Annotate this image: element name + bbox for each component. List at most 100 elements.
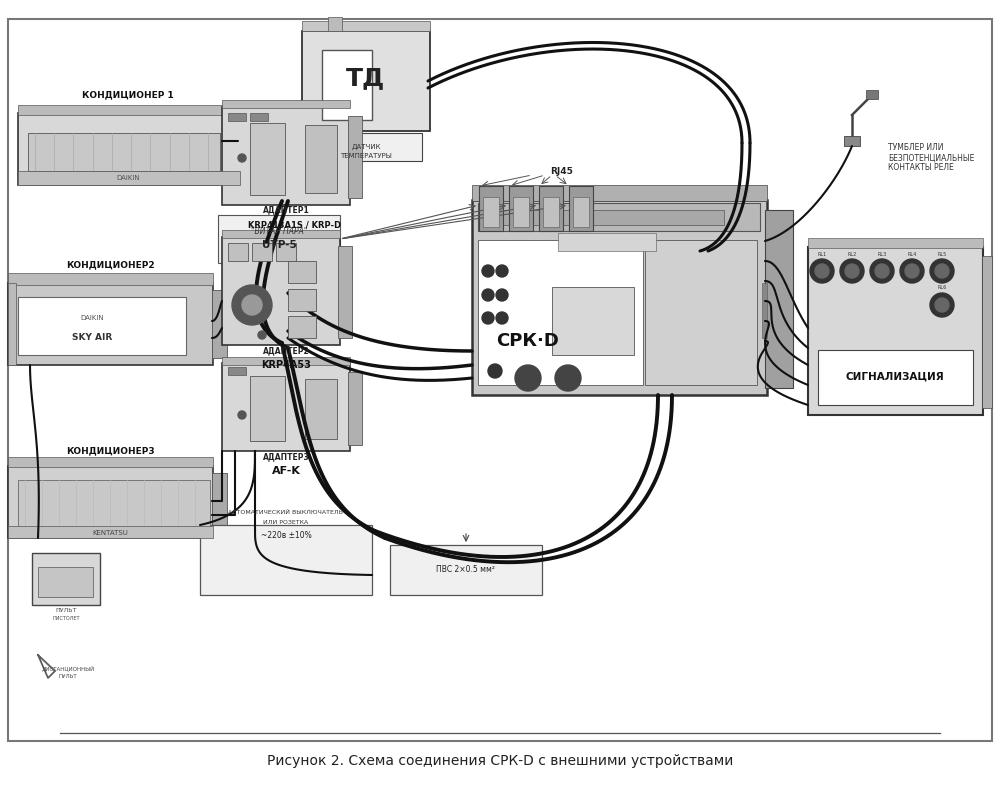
Circle shape (900, 259, 924, 283)
Bar (479, 186, 503, 231)
Text: ДИСТАНЦИОННЫЙ: ДИСТАНЦИОННЫЙ (41, 665, 95, 671)
Bar (818, 350, 973, 405)
Bar (8, 283, 16, 365)
Bar (645, 240, 757, 385)
Bar (250, 376, 285, 441)
Bar (478, 240, 643, 385)
Text: SKY AIR: SKY AIR (72, 334, 112, 343)
Bar (218, 215, 340, 263)
Bar (222, 237, 340, 345)
Text: СИГНАЛИЗАЦИЯ: СИГНАЛИЗАЦИЯ (846, 372, 944, 382)
Text: КОНДИЦИОНЕР3: КОНДИЦИОНЕР3 (66, 446, 154, 455)
Text: АДАПТЕР1: АДАПТЕР1 (263, 205, 309, 214)
Text: АВТОМАТИЧЕСКИЙ ВЫКЛЮЧАТЕЛЬ: АВТОМАТИЧЕСКИЙ ВЫКЛЮЧАТЕЛЬ (228, 511, 344, 515)
Circle shape (840, 259, 864, 283)
Text: ~220в ±10%: ~220в ±10% (261, 531, 311, 539)
Bar (32, 553, 100, 605)
Text: DAIKIN: DAIKIN (116, 175, 140, 181)
Bar (478, 203, 760, 231)
Text: АДАПТЕР2: АДАПТЕР2 (263, 347, 309, 355)
Bar (276, 243, 296, 261)
Bar (765, 210, 793, 388)
Text: СРК·D: СРК·D (497, 332, 559, 350)
Bar (228, 113, 246, 121)
Bar (18, 171, 240, 185)
Circle shape (810, 259, 834, 283)
Text: RL6: RL6 (937, 285, 947, 290)
Text: ТД: ТД (346, 66, 386, 90)
Bar (310, 133, 422, 161)
Bar (552, 287, 634, 355)
Circle shape (242, 295, 262, 315)
Bar (808, 238, 983, 248)
Bar (8, 466, 213, 538)
Bar (338, 246, 352, 338)
Circle shape (238, 411, 246, 419)
Bar (762, 283, 767, 338)
Text: КОНДИЦИОНЕР 1: КОНДИЦИОНЕР 1 (82, 90, 174, 99)
Circle shape (232, 285, 272, 325)
Bar (302, 31, 430, 131)
Bar (18, 480, 210, 528)
Circle shape (935, 298, 949, 312)
Circle shape (845, 264, 859, 278)
Bar (558, 233, 656, 251)
Circle shape (905, 264, 919, 278)
Bar (28, 133, 220, 171)
Text: DAIKIN: DAIKIN (80, 315, 104, 321)
Bar (222, 107, 350, 205)
Bar (288, 261, 316, 283)
Text: RL1: RL1 (817, 252, 827, 258)
Text: ДАТЧИК: ДАТЧИК (351, 144, 381, 150)
Text: ИЛИ РОЗЕТКА: ИЛИ РОЗЕТКА (263, 520, 309, 526)
Bar (200, 525, 372, 595)
Bar (982, 256, 992, 408)
Bar (302, 21, 430, 31)
Bar (222, 230, 340, 238)
Bar (328, 17, 342, 31)
Bar (18, 113, 240, 185)
Bar (288, 289, 316, 311)
Bar (18, 105, 240, 115)
Bar (250, 113, 268, 121)
Text: ТУМБЛЕР ИЛИ: ТУМБЛЕР ИЛИ (888, 144, 944, 152)
Circle shape (930, 259, 954, 283)
Text: Рисунок 2. Схема соединения СРК-D с внешними устройствами: Рисунок 2. Схема соединения СРК-D с внеш… (267, 754, 733, 768)
Text: UTP-5: UTP-5 (262, 240, 296, 250)
Bar (228, 243, 248, 261)
Bar (322, 50, 372, 120)
Circle shape (870, 259, 894, 283)
Circle shape (496, 265, 508, 277)
Bar (472, 185, 767, 201)
Circle shape (482, 312, 494, 324)
Bar (8, 526, 213, 538)
Text: RL4: RL4 (907, 252, 917, 258)
Circle shape (238, 154, 246, 162)
Circle shape (482, 265, 494, 277)
Bar (483, 197, 499, 227)
Circle shape (258, 331, 266, 339)
Bar (212, 290, 227, 358)
Circle shape (496, 289, 508, 301)
Circle shape (515, 365, 541, 391)
Text: KRP4A53: KRP4A53 (261, 360, 311, 370)
Text: RL2: RL2 (847, 252, 857, 258)
Bar (513, 197, 529, 227)
Bar (348, 372, 362, 445)
Text: ПУЛЬТ: ПУЛЬТ (55, 608, 77, 614)
Bar (543, 197, 559, 227)
Bar (305, 379, 337, 439)
Bar (222, 363, 350, 451)
Text: RJ45: RJ45 (551, 167, 573, 175)
Bar (222, 357, 350, 365)
Text: ПВС 2×0.5 мм²: ПВС 2×0.5 мм² (436, 565, 496, 574)
Circle shape (930, 293, 954, 317)
Bar (222, 100, 350, 108)
Bar (509, 186, 533, 231)
Bar (228, 367, 246, 375)
Circle shape (496, 312, 508, 324)
Text: АДАПТЕР3: АДАПТЕР3 (263, 453, 309, 462)
Bar (472, 200, 767, 395)
Bar (305, 125, 337, 193)
Text: БЕЗПОТЕНЦИАЛЬНЫЕ: БЕЗПОТЕНЦИАЛЬНЫЕ (888, 154, 974, 163)
